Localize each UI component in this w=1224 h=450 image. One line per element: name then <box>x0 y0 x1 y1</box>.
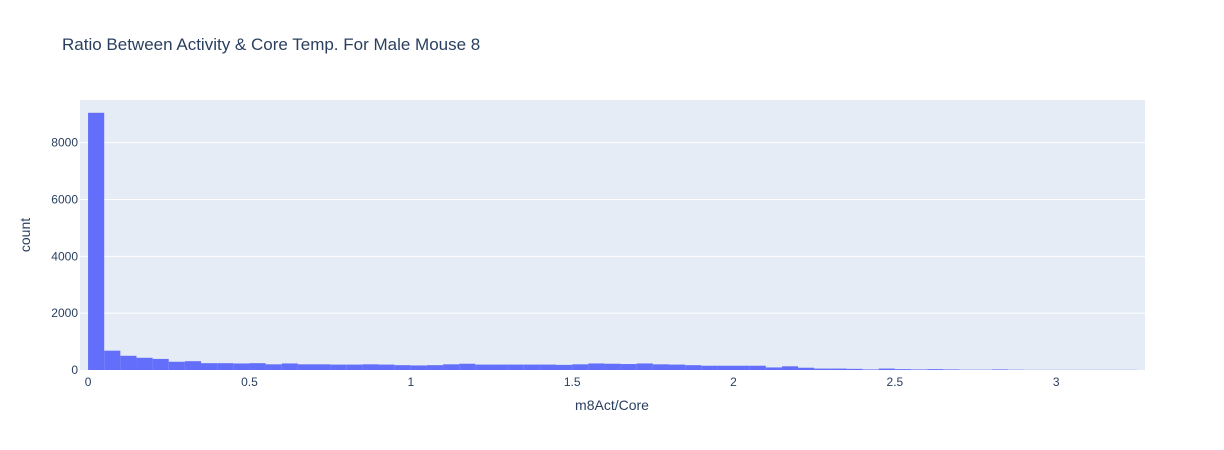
histogram-bar[interactable] <box>217 363 234 370</box>
histogram-bar[interactable] <box>539 364 557 370</box>
histogram-bar[interactable] <box>911 369 928 370</box>
chart-title: Ratio Between Activity & Core Temp. For … <box>62 35 480 54</box>
histogram-bar[interactable] <box>281 363 298 370</box>
histogram-bar[interactable] <box>604 363 621 370</box>
x-tick-label: 2.5 <box>887 375 904 389</box>
y-tick-label: 8000 <box>51 136 78 150</box>
x-tick-label: 2 <box>730 375 737 389</box>
histogram-bar[interactable] <box>927 369 944 370</box>
x-tick-label: 1.5 <box>564 375 581 389</box>
y-tick-label: 4000 <box>51 249 78 263</box>
x-tick-label: 0 <box>85 375 92 389</box>
histogram-bar[interactable] <box>313 364 331 370</box>
y-axis-title: count <box>17 218 33 252</box>
histogram-bar[interactable] <box>636 363 653 370</box>
histogram-bar[interactable] <box>330 364 347 370</box>
histogram-bar[interactable] <box>378 364 395 370</box>
histogram-bar[interactable] <box>846 368 863 370</box>
histogram-bar[interactable] <box>798 367 815 370</box>
histogram-bar[interactable] <box>120 355 137 370</box>
histogram-bars <box>88 112 1137 370</box>
histogram-bar[interactable] <box>136 357 153 370</box>
histogram-bar[interactable] <box>814 368 831 370</box>
histogram-bar[interactable] <box>991 369 1008 370</box>
histogram-bar[interactable] <box>104 350 121 370</box>
histogram-bar[interactable] <box>717 365 734 370</box>
histogram-bar[interactable] <box>410 365 427 370</box>
histogram-bar[interactable] <box>346 364 363 370</box>
plot-background <box>80 100 1145 370</box>
y-axis-ticks: 0 2000 4000 6000 8000 <box>51 136 78 377</box>
histogram-bar[interactable] <box>652 364 669 370</box>
histogram-bar[interactable] <box>701 365 718 370</box>
histogram-bar[interactable] <box>88 112 105 370</box>
histogram-bar[interactable] <box>459 363 476 370</box>
histogram-bar[interactable] <box>733 365 750 370</box>
histogram-bar[interactable] <box>556 364 573 370</box>
histogram-bar[interactable] <box>362 364 379 370</box>
histogram-bar[interactable] <box>426 365 444 370</box>
histogram-bar[interactable] <box>620 364 637 370</box>
y-tick-label: 6000 <box>51 192 78 206</box>
x-axis-ticks: 0 0.5 1 1.5 2 2.5 3 <box>85 375 1060 389</box>
histogram-bar[interactable] <box>588 363 605 370</box>
histogram-bar[interactable] <box>862 369 879 370</box>
histogram-bar[interactable] <box>572 364 589 370</box>
histogram-bar[interactable] <box>523 364 540 370</box>
histogram-bar[interactable] <box>265 364 282 370</box>
histogram-bar[interactable] <box>830 368 847 370</box>
x-tick-label: 3 <box>1053 375 1060 389</box>
histogram-bar[interactable] <box>781 366 799 370</box>
histogram-bar[interactable] <box>765 367 782 370</box>
y-tick-label: 0 <box>71 363 78 377</box>
histogram-bar[interactable] <box>749 365 766 370</box>
histogram-bar[interactable] <box>507 364 524 370</box>
histogram-bar[interactable] <box>491 364 508 370</box>
histogram-bar[interactable] <box>168 361 185 370</box>
gridlines <box>80 142 1145 314</box>
histogram-bar[interactable] <box>878 368 895 370</box>
x-tick-label: 0.5 <box>241 375 258 389</box>
histogram-bar[interactable] <box>668 364 686 370</box>
histogram-bar[interactable] <box>943 369 960 370</box>
histogram-bar[interactable] <box>394 365 411 370</box>
histogram-bar[interactable] <box>152 358 169 370</box>
histogram-bar[interactable] <box>184 361 202 370</box>
histogram-bar[interactable] <box>685 365 702 370</box>
histogram-bar[interactable] <box>233 363 250 370</box>
histogram-bar[interactable] <box>894 369 912 370</box>
histogram-bar[interactable] <box>201 363 218 370</box>
histogram-bar[interactable] <box>443 364 460 370</box>
histogram-bar[interactable] <box>249 363 266 370</box>
y-tick-label: 2000 <box>51 306 78 320</box>
x-axis-title: m8Act/Core <box>575 397 649 413</box>
histogram-bar[interactable] <box>297 364 314 370</box>
histogram-bar[interactable] <box>475 364 492 370</box>
x-tick-label: 1 <box>407 375 414 389</box>
